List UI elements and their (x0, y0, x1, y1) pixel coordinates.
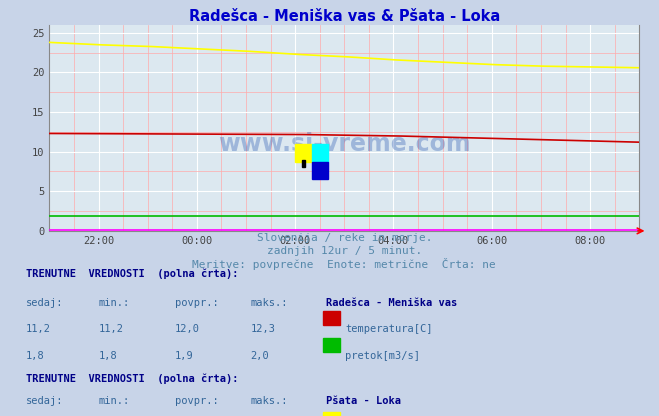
Text: 11,2: 11,2 (26, 324, 51, 334)
Bar (302, 160, 305, 167)
Text: Radešca - Meniška vas: Radešca - Meniška vas (326, 298, 457, 308)
FancyBboxPatch shape (323, 411, 340, 416)
FancyBboxPatch shape (323, 339, 340, 352)
Text: zadnjih 12ur / 5 minut.: zadnjih 12ur / 5 minut. (267, 246, 422, 256)
Text: 12,0: 12,0 (175, 324, 200, 334)
Text: 1,9: 1,9 (175, 351, 193, 361)
FancyBboxPatch shape (323, 311, 340, 325)
Text: www.si-vreme.com: www.si-vreme.com (218, 132, 471, 156)
Text: sedaj:: sedaj: (26, 396, 63, 406)
Text: Meritve: povprečne  Enote: metrične  Črta: ne: Meritve: povprečne Enote: metrične Črta:… (192, 258, 496, 270)
Text: povpr.:: povpr.: (175, 298, 218, 308)
Text: TRENUTNE  VREDNOSTI  (polna črta):: TRENUTNE VREDNOSTI (polna črta): (26, 268, 239, 279)
Text: 1,8: 1,8 (26, 351, 45, 361)
Text: maks.:: maks.: (250, 396, 288, 406)
Text: 12,3: 12,3 (250, 324, 275, 334)
Text: temperatura[C]: temperatura[C] (345, 324, 433, 334)
Text: min.:: min.: (99, 298, 130, 308)
Text: Slovenija / reke in morje.: Slovenija / reke in morje. (256, 233, 432, 243)
Text: Pšata - Loka: Pšata - Loka (326, 396, 401, 406)
Text: 1,8: 1,8 (99, 351, 117, 361)
Bar (295, 144, 312, 161)
Text: min.:: min.: (99, 396, 130, 406)
Text: maks.:: maks.: (250, 298, 288, 308)
Bar (312, 144, 328, 161)
Bar (312, 161, 328, 179)
Text: pretok[m3/s]: pretok[m3/s] (345, 351, 420, 361)
Title: Radešca - Meniška vas & Pšata - Loka: Radešca - Meniška vas & Pšata - Loka (188, 9, 500, 24)
Text: povpr.:: povpr.: (175, 396, 218, 406)
Text: sedaj:: sedaj: (26, 298, 63, 308)
Text: TRENUTNE  VREDNOSTI  (polna črta):: TRENUTNE VREDNOSTI (polna črta): (26, 374, 239, 384)
Text: 2,0: 2,0 (250, 351, 269, 361)
Text: 11,2: 11,2 (99, 324, 124, 334)
